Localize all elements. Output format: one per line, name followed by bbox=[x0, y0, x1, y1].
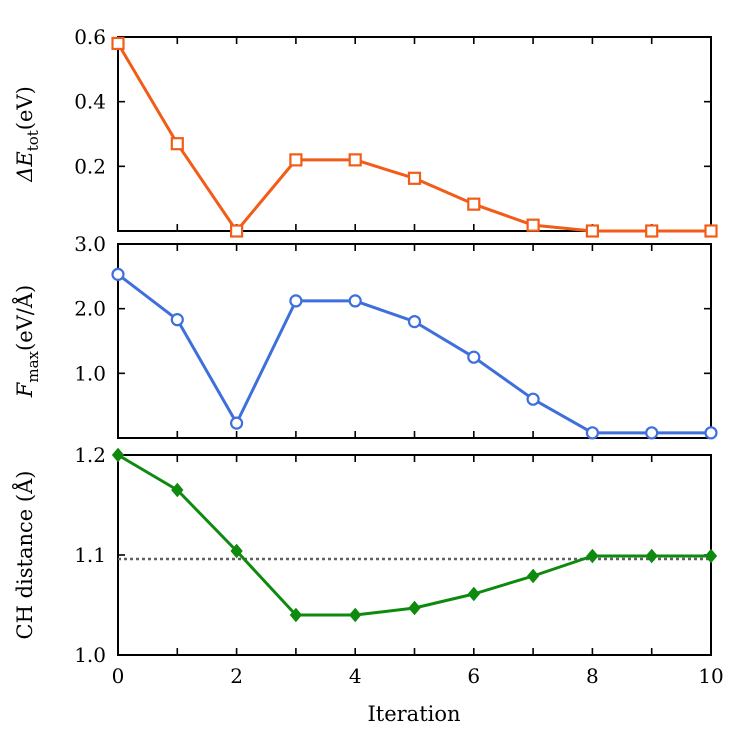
force-frame bbox=[117, 243, 712, 439]
ch-distance-point bbox=[171, 482, 184, 498]
x-tick-label: 4 bbox=[349, 664, 362, 688]
force-point bbox=[289, 294, 303, 308]
ch-distance-point bbox=[586, 548, 599, 564]
x-tick-label: 6 bbox=[467, 664, 480, 688]
energy-point bbox=[526, 218, 540, 232]
force-panel: 1.0 2.0 3.0 Fmax(eV/Å) bbox=[12, 232, 718, 440]
ch-distance-point bbox=[230, 543, 243, 559]
force-point bbox=[467, 350, 481, 364]
energy-ytick-label: 0.6 bbox=[74, 25, 106, 49]
force-ytick-label: 3.0 bbox=[74, 232, 106, 256]
energy-ytick-label: 0.2 bbox=[74, 154, 106, 178]
energy-frame bbox=[117, 36, 712, 232]
force-point bbox=[407, 315, 422, 329]
energy-point bbox=[407, 171, 422, 185]
force-point bbox=[348, 294, 362, 308]
ch-distance-ytick-label: 1.0 bbox=[74, 643, 106, 667]
force-point bbox=[704, 426, 718, 440]
energy-point bbox=[111, 36, 125, 51]
force-point bbox=[170, 313, 184, 327]
ch-distance-point bbox=[645, 548, 658, 564]
ch-distance-ytick-label: 1.2 bbox=[74, 443, 106, 467]
energy-point bbox=[467, 197, 481, 211]
force-point bbox=[645, 426, 659, 440]
force-ytick-label: 2.0 bbox=[74, 297, 106, 321]
energy-ytick-label: 0.4 bbox=[74, 90, 106, 114]
energy-point bbox=[170, 137, 184, 151]
force-series-line bbox=[117, 273, 711, 435]
x-tick-label: 10 bbox=[698, 664, 723, 688]
ch-distance-point bbox=[111, 447, 125, 463]
force-point bbox=[526, 392, 540, 406]
ch-distance-point bbox=[704, 548, 718, 564]
ch-distance-point bbox=[289, 607, 303, 623]
energy-point bbox=[704, 224, 718, 238]
energy-point bbox=[645, 224, 659, 238]
ch-distance-point bbox=[349, 607, 362, 623]
ch-distance-point bbox=[408, 600, 421, 616]
energy-point bbox=[585, 224, 600, 238]
ch-distance-series-line bbox=[117, 453, 711, 617]
force-point bbox=[230, 416, 244, 430]
x-tick-label: 2 bbox=[230, 664, 243, 688]
energy-panel: 0.2 0.4 0.6 ΔEtot(eV) bbox=[13, 25, 718, 238]
x-axis-label: Iteration bbox=[367, 702, 460, 726]
energy-series-line bbox=[116, 42, 711, 233]
ch-distance-point bbox=[526, 568, 540, 584]
force-point bbox=[111, 267, 125, 281]
x-tick-label: 0 bbox=[112, 664, 125, 688]
ch-distance-panel: 1.0 1.1 1.2 CH distance (Å) 0 2 4 6 8 10 bbox=[12, 443, 724, 688]
energy-point bbox=[289, 153, 303, 167]
x-tick-label: 8 bbox=[586, 664, 599, 688]
energy-point bbox=[348, 153, 362, 167]
force-ytick-label: 1.0 bbox=[74, 361, 106, 385]
energy-point bbox=[230, 224, 244, 238]
ch-distance-y-axis-label: CH distance (Å) bbox=[12, 471, 37, 640]
energy-y-axis-label: ΔEtot(eV) bbox=[13, 86, 42, 183]
ch-distance-point bbox=[467, 586, 480, 602]
force-point bbox=[585, 426, 600, 440]
ch-distance-ytick-label: 1.1 bbox=[74, 543, 106, 567]
force-y-axis-label: Fmax(eV/Å) bbox=[12, 285, 42, 398]
